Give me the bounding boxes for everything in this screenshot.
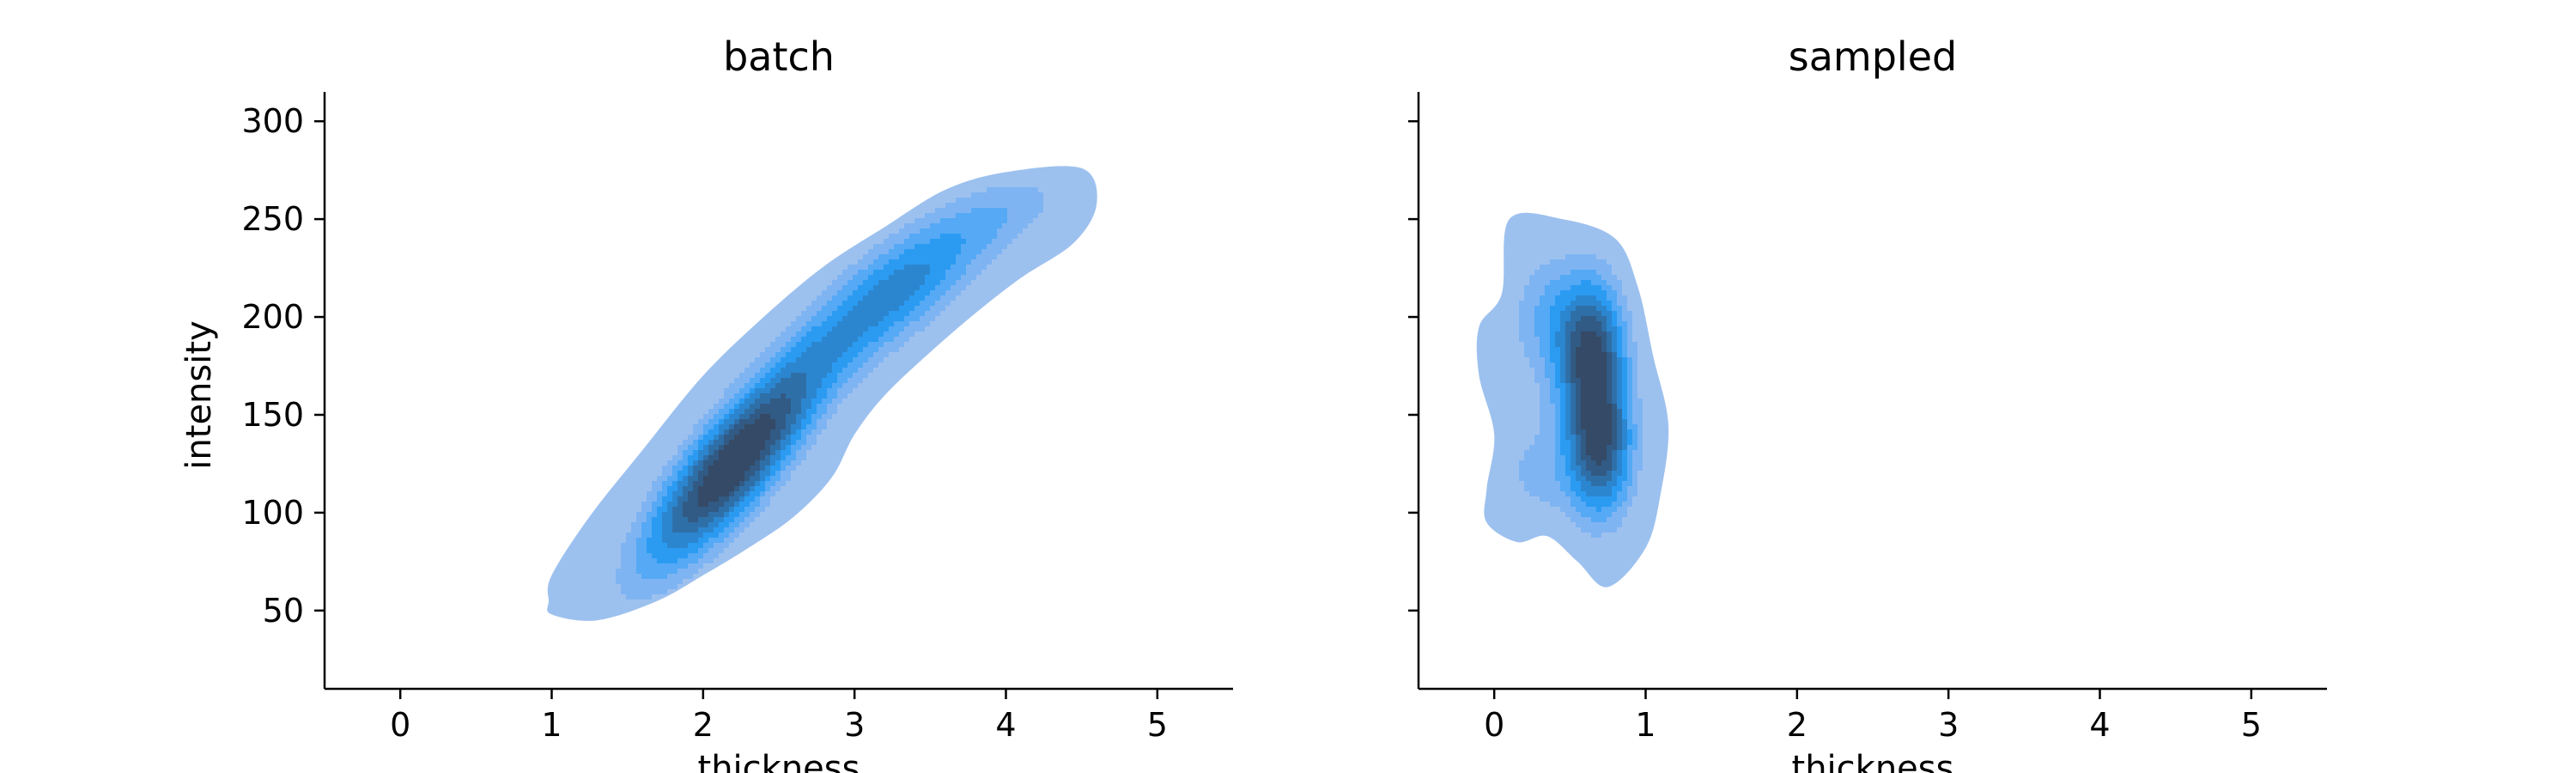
x-axis-title: thickness bbox=[698, 749, 860, 773]
x-tick-label: 3 bbox=[1938, 706, 1959, 744]
x-tick-label: 1 bbox=[541, 706, 562, 744]
density-level-8 bbox=[698, 414, 775, 507]
y-tick-label: 250 bbox=[241, 200, 304, 238]
panel-title: batch bbox=[723, 33, 835, 80]
x-axis-title: thickness bbox=[1792, 749, 1954, 773]
density-contours bbox=[547, 166, 1097, 621]
axes: 0 1 2 3 4 5 50 100 150 200 250 300 bbox=[241, 92, 1233, 744]
y-tick-label: 50 bbox=[263, 592, 304, 630]
y-tick-label: 200 bbox=[241, 298, 304, 336]
x-tick-label: 0 bbox=[390, 706, 410, 744]
x-tick-label: 5 bbox=[1147, 706, 1168, 744]
y-tick-label: 300 bbox=[241, 102, 304, 140]
density-level-8 bbox=[1576, 332, 1612, 466]
x-tick-label: 2 bbox=[693, 706, 714, 744]
y-tick-label: 150 bbox=[241, 396, 304, 434]
x-tick-label: 2 bbox=[1787, 706, 1807, 744]
x-tick-label: 3 bbox=[844, 706, 865, 744]
panel-title: sampled bbox=[1789, 33, 1957, 80]
x-tick-label: 1 bbox=[1635, 706, 1656, 744]
x-tick-label: 4 bbox=[2089, 706, 2110, 744]
y-tick-label: 100 bbox=[241, 494, 304, 532]
x-tick-label: 0 bbox=[1484, 706, 1504, 744]
x-tick-label: 5 bbox=[2241, 706, 2262, 744]
axes: 0 1 2 3 4 5 bbox=[1408, 92, 2327, 744]
x-tick-label: 4 bbox=[995, 706, 1016, 744]
density-contours bbox=[1476, 212, 1669, 587]
panel-sampled: sampled 0 1 2 3 4 5 thickness bbox=[1408, 33, 2327, 773]
y-axis-title: intensity bbox=[179, 320, 219, 469]
